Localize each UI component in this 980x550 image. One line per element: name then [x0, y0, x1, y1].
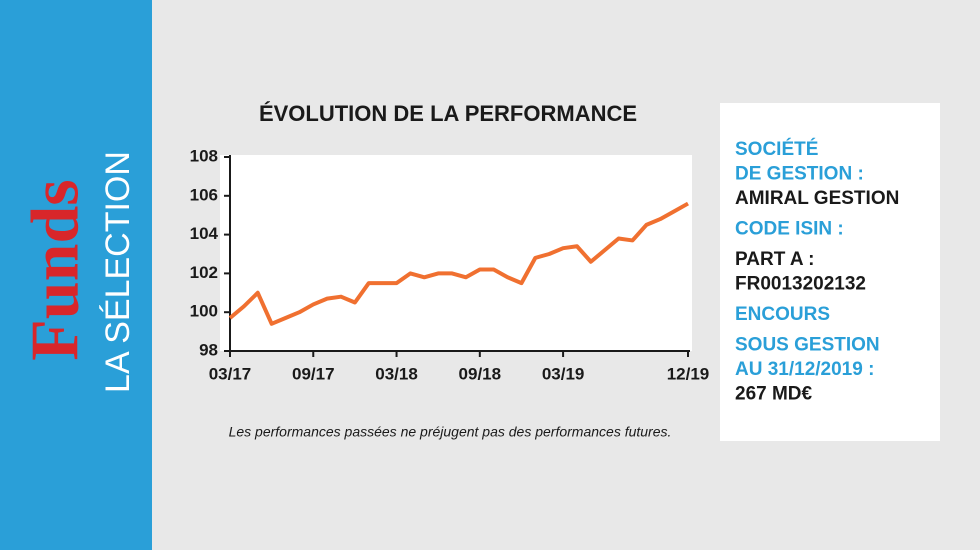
- info-line: SOCIÉTÉ: [735, 138, 818, 160]
- x-tick-label: 12/19: [667, 364, 710, 383]
- info-line: AU 31/12/2019 :: [735, 359, 874, 380]
- info-line: AMIRAL GESTION: [735, 188, 899, 209]
- x-tick-label: 09/17: [292, 364, 335, 383]
- info-line: PART A :: [735, 249, 815, 270]
- y-tick-label: 102: [190, 263, 218, 282]
- y-tick-label: 100: [190, 302, 218, 321]
- info-line: 267 MD€: [735, 384, 813, 405]
- info-line: DE GESTION :: [735, 164, 864, 185]
- sidebar-label: LA SÉLECTION: [99, 151, 137, 393]
- line: [228, 201, 689, 326]
- y-tick-label: 98: [199, 340, 218, 359]
- brand: Funds: [17, 179, 93, 360]
- info-line: SOUS GESTION: [735, 335, 880, 356]
- x-tick-label: 09/18: [459, 364, 502, 383]
- info-line: FR0013202132: [735, 274, 866, 295]
- footnote: Les performances passées ne préjugent pa…: [229, 424, 672, 440]
- info-box: [720, 103, 940, 441]
- x-tick-label: 03/18: [375, 364, 418, 383]
- y-tick-label: 108: [190, 146, 218, 165]
- info-line: ENCOURS: [735, 304, 830, 325]
- x-tick-label: 03/19: [542, 364, 585, 383]
- plot-area: [220, 155, 692, 351]
- info-line: CODE ISIN :: [735, 219, 844, 240]
- chart-title: ÉVOLUTION DE LA PERFORMANCE: [259, 101, 637, 126]
- y-tick-label: 106: [190, 185, 218, 204]
- x-tick-label: 03/17: [209, 364, 252, 383]
- sidebar: [0, 0, 152, 550]
- y-tick-label: 104: [190, 224, 219, 243]
